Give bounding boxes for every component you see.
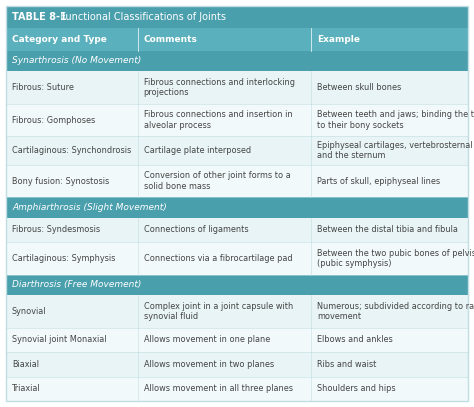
Text: Numerous; subdivided according to range of
movement: Numerous; subdivided according to range … xyxy=(317,302,474,321)
Bar xyxy=(6,328,468,352)
Text: Amphiarthrosis (Slight Movement): Amphiarthrosis (Slight Movement) xyxy=(12,203,167,212)
Bar xyxy=(6,136,468,165)
Text: Synovial joint Monaxial: Synovial joint Monaxial xyxy=(12,335,107,344)
Text: Allows movement in one plane: Allows movement in one plane xyxy=(144,335,270,344)
Text: Elbows and ankles: Elbows and ankles xyxy=(317,335,392,344)
Text: Fibrous connections and interlocking
projections: Fibrous connections and interlocking pro… xyxy=(144,78,295,97)
Text: Fibrous: Gomphoses: Fibrous: Gomphoses xyxy=(12,116,95,125)
Text: Fibrous: Syndesmosis: Fibrous: Syndesmosis xyxy=(12,225,100,234)
Text: Cartilage plate interposed: Cartilage plate interposed xyxy=(144,146,251,155)
Text: Shoulders and hips: Shoulders and hips xyxy=(317,384,395,393)
Bar xyxy=(6,295,468,328)
Text: Allows movement in two planes: Allows movement in two planes xyxy=(144,360,274,369)
Bar xyxy=(6,165,468,197)
Text: Example: Example xyxy=(317,35,360,44)
Text: Conversion of other joint forms to a
solid bone mass: Conversion of other joint forms to a sol… xyxy=(144,171,291,191)
Bar xyxy=(6,104,468,136)
Text: Between skull bones: Between skull bones xyxy=(317,83,401,92)
Bar xyxy=(6,197,468,218)
Text: Ribs and waist: Ribs and waist xyxy=(317,360,376,369)
Text: Triaxial: Triaxial xyxy=(12,384,41,393)
Text: Between the distal tibia and fibula: Between the distal tibia and fibula xyxy=(317,225,458,234)
Text: Category and Type: Category and Type xyxy=(12,35,107,44)
Text: Bony fusion: Synostosis: Bony fusion: Synostosis xyxy=(12,177,109,186)
Text: Cartilaginous: Symphysis: Cartilaginous: Symphysis xyxy=(12,254,115,263)
Bar xyxy=(137,28,311,51)
Text: Epiphyseal cartilages, vertebrosternal ribs,
and the sternum: Epiphyseal cartilages, vertebrosternal r… xyxy=(317,141,474,160)
Bar xyxy=(6,28,137,51)
Text: Biaxial: Biaxial xyxy=(12,360,39,369)
Bar xyxy=(6,242,468,275)
Bar xyxy=(6,275,468,295)
Bar xyxy=(6,376,468,401)
Text: Between the two pubic bones of pelvis
(pubic symphysis): Between the two pubic bones of pelvis (p… xyxy=(317,249,474,268)
Text: Fibrous: Suture: Fibrous: Suture xyxy=(12,83,74,92)
Bar xyxy=(6,352,468,376)
Text: Parts of skull, epiphyseal lines: Parts of skull, epiphyseal lines xyxy=(317,177,440,186)
Text: Between teeth and jaws; binding the teeth
to their bony sockets: Between teeth and jaws; binding the teet… xyxy=(317,110,474,130)
Bar xyxy=(6,71,468,104)
Text: Diarthrosis (Free Movement): Diarthrosis (Free Movement) xyxy=(12,280,141,289)
Bar xyxy=(6,51,468,71)
Bar xyxy=(6,218,468,242)
Text: Functional Classifications of Joints: Functional Classifications of Joints xyxy=(54,12,226,22)
Text: TABLE 8-1: TABLE 8-1 xyxy=(12,12,67,22)
Text: Synarthrosis (No Movement): Synarthrosis (No Movement) xyxy=(12,57,141,66)
Bar xyxy=(6,6,468,28)
Bar xyxy=(311,28,468,51)
Text: Comments: Comments xyxy=(144,35,198,44)
Text: Connections of ligaments: Connections of ligaments xyxy=(144,225,248,234)
Text: Fibrous connections and insertion in
alveolar process: Fibrous connections and insertion in alv… xyxy=(144,110,292,130)
Text: Complex joint in a joint capsule with
synovial fluid: Complex joint in a joint capsule with sy… xyxy=(144,302,293,321)
Text: Cartilaginous: Synchondrosis: Cartilaginous: Synchondrosis xyxy=(12,146,131,155)
Text: Synovial: Synovial xyxy=(12,307,46,316)
Text: Connections via a fibrocartilage pad: Connections via a fibrocartilage pad xyxy=(144,254,292,263)
Text: Allows movement in all three planes: Allows movement in all three planes xyxy=(144,384,292,393)
